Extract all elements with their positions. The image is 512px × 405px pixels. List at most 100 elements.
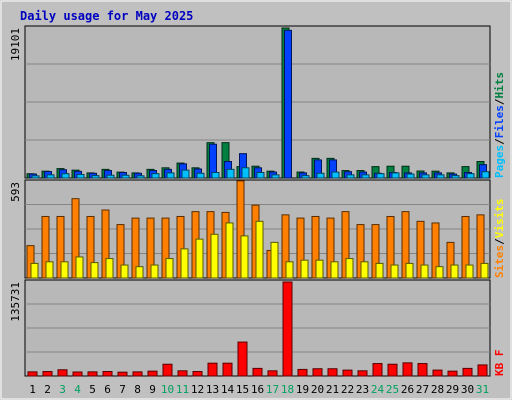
x-tick-label-day-19: 19: [296, 383, 309, 396]
bar-pages-day-3: [61, 173, 70, 179]
bar-kb-f-day-19: [297, 368, 308, 377]
x-tick-label-day-2: 2: [44, 383, 51, 396]
bar-pages-day-1: [31, 175, 40, 179]
bar-sites-day-19: [300, 259, 309, 279]
bar-kb-f-day-9: [147, 370, 158, 377]
bar-pages-day-11: [181, 169, 190, 179]
bar-kb-f-day-30: [462, 367, 473, 377]
bar-kb-f-day-27: [417, 363, 428, 377]
bar-kb-f-day-2: [42, 370, 53, 377]
bar-pages-day-30: [466, 173, 475, 179]
bar-pages-day-2: [46, 174, 55, 179]
bar-pages-day-5: [91, 175, 100, 179]
panel-max-label: 593: [9, 182, 22, 202]
x-axis-labels: 1 2 3 4 5 6 7 8 9 10 11 12 13 14 15 16 17 18 19 20 21 22 23 24 2…: [29, 383, 489, 396]
legend-entry: /: [493, 98, 506, 105]
legend-entry: F: [493, 350, 506, 357]
bar-sites-day-8: [135, 266, 144, 279]
bar-pages-day-27: [421, 174, 430, 179]
bar-kb-f-day-4: [72, 371, 83, 377]
bar-pages-day-8: [136, 175, 145, 179]
bar-pages-day-31: [481, 171, 490, 179]
bar-sites-day-21: [330, 261, 339, 279]
panel-visits-sites: 593 Sites/Visits: [9, 179, 506, 279]
x-tick-label-day-22: 22: [341, 383, 354, 396]
bar-kb-f-day-21: [327, 368, 338, 377]
bar-sites-day-27: [420, 264, 429, 279]
x-tick-label-day-12: 12: [191, 383, 204, 396]
bar-sites-day-24: [375, 262, 384, 279]
bar-kb-f-day-18: [282, 281, 293, 377]
bar-pages-day-13: [211, 172, 220, 179]
x-tick-label-day-8: 8: [134, 383, 141, 396]
bar-pages-day-21: [331, 171, 340, 179]
x-tick-label-day-13: 13: [206, 383, 219, 396]
bar-kb-f-day-22: [342, 369, 353, 377]
bar-kb-f-day-12: [192, 370, 203, 377]
x-tick-label-day-5: 5: [89, 383, 96, 396]
x-tick-label-day-3: 3: [59, 383, 66, 396]
bar-pages-day-22: [346, 174, 355, 179]
x-tick-label-day-21: 21: [326, 383, 339, 396]
legend-entry: Visits: [493, 199, 506, 239]
bar-kb-f-day-15: [237, 341, 248, 377]
bar-kb-f-day-26: [402, 362, 413, 377]
bar-pages-day-14: [226, 168, 235, 179]
legend-entry: Pages: [493, 145, 506, 178]
panel-legend: Sites/Visits: [493, 199, 506, 279]
x-tick-label-day-14: 14: [221, 383, 235, 396]
x-tick-label-day-4: 4: [74, 383, 81, 396]
x-tick-label-day-28: 28: [431, 383, 444, 396]
x-tick-label-day-11: 11: [176, 383, 189, 396]
bar-kb-f-day-24: [372, 363, 383, 377]
bar-kb-f-day-5: [87, 371, 98, 377]
bar-pages-day-20: [316, 172, 325, 179]
x-tick-label-day-18: 18: [281, 383, 294, 396]
bar-pages-day-10: [166, 172, 175, 179]
bar-pages-day-26: [406, 173, 415, 179]
bar-kb-f-day-6: [102, 370, 113, 377]
bar-sites-day-1: [30, 262, 39, 279]
legend-entry: KB: [493, 356, 506, 376]
bar-pages-day-12: [196, 172, 205, 179]
bar-kb-f-day-3: [57, 369, 68, 377]
bar-pages-day-25: [391, 172, 400, 179]
bar-kb-f-day-13: [207, 362, 218, 377]
bar-sites-day-29: [450, 264, 459, 279]
bar-kb-f-day-10: [162, 363, 173, 377]
bar-sites-day-20: [315, 259, 324, 279]
bar-sites-day-4: [75, 256, 84, 279]
legend-entry: Files: [493, 105, 506, 138]
legend-entry: /: [493, 238, 506, 245]
x-tick-label-day-27: 27: [416, 383, 429, 396]
bar-sites-day-15: [240, 235, 249, 279]
bar-kb-f-day-14: [222, 362, 233, 377]
bar-kb-f-day-31: [477, 364, 488, 377]
panel-max-label: 135731: [9, 282, 22, 322]
x-tick-label-day-16: 16: [251, 383, 264, 396]
legend-entry: Hits: [493, 72, 506, 99]
panel-kb: 135731 KB F: [9, 279, 506, 377]
bar-kb-f-day-1: [27, 371, 38, 377]
bar-pages-day-17: [271, 174, 280, 179]
x-tick-label-day-24: 24: [371, 383, 385, 396]
bar-pages-day-19: [301, 175, 310, 179]
bar-sites-day-31: [480, 262, 489, 279]
x-tick-label-day-6: 6: [104, 383, 111, 396]
bar-sites-day-17: [270, 241, 279, 279]
bar-sites-day-26: [405, 262, 414, 279]
bar-pages-day-7: [121, 174, 130, 179]
panel-legend-text: Pages/Files/Hits: [493, 72, 506, 178]
bar-pages-day-23: [361, 174, 370, 179]
bar-sites-day-6: [105, 258, 114, 279]
bar-kb-f-day-17: [267, 370, 278, 377]
bar-sites-day-25: [390, 264, 399, 279]
panel-legend: Pages/Files/Hits: [493, 72, 506, 178]
bar-pages-day-24: [376, 173, 385, 179]
bar-sites-day-18: [285, 261, 294, 279]
panel-legend-text: KB F: [493, 350, 506, 377]
x-tick-label-day-23: 23: [356, 383, 369, 396]
